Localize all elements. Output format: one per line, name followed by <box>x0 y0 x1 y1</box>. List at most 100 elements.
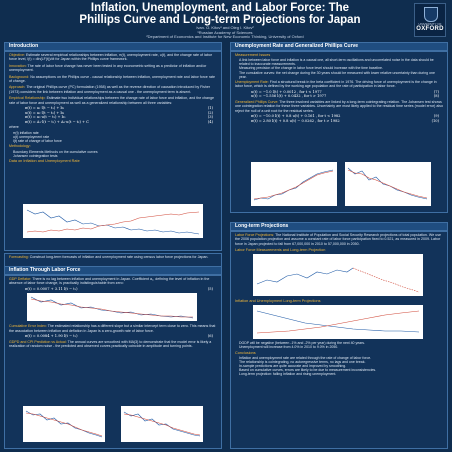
background-label: Background: <box>9 74 30 79</box>
projection-chart <box>253 305 423 340</box>
title-line-2: Phillips Curve and Long-term Projections… <box>79 14 361 26</box>
unemployment-heading: Unemployment Rate and Generalized Philli… <box>230 42 448 51</box>
equation-3: π(t) = a₃·u(t − t₃) + b₃ (3) <box>5 115 221 120</box>
gdp-deflator-predicted <box>30 299 193 318</box>
gdp-deflator-paragraph: GDP Deflator: There is no lag between in… <box>5 276 221 287</box>
innovation-text: The rate of labor force change has never… <box>9 63 207 73</box>
equation-8: u(t) = −1.556 l(t) + 0.0432 , for t > 19… <box>231 94 447 99</box>
equation-6-number: (6) <box>207 334 213 339</box>
cpi-prediction-chart <box>121 406 203 442</box>
equation-9-body: π(t) = −10.0 l(t) + 0.8 u(t) + 0.161 , f… <box>251 114 341 119</box>
unemployment-projection <box>256 310 420 334</box>
approach-paragraph: Approach: The original Phillips curve (P… <box>5 84 221 95</box>
introduction-panel: Objective: Estimate several empirical re… <box>4 51 222 251</box>
approach-label: Approach: <box>9 85 26 90</box>
equation-2-number: (2) <box>207 110 213 115</box>
empirical-text: Estimate two individual relationships be… <box>9 96 214 105</box>
methodology-item-2: Johansen cointegration tests <box>13 154 58 159</box>
gdpd-predicted <box>25 412 103 437</box>
generalized-pc-svg <box>347 167 428 200</box>
poster-header: Inflation, Unemployment, and Labor Force… <box>0 0 452 39</box>
equation-7-number: (7) <box>433 89 439 94</box>
prediction-text: The annual curves are smoothed with MA(3… <box>9 339 212 349</box>
conclusions-heading: Conclusions <box>235 350 256 355</box>
projection-bullet-2: Unemployment will increase from 4.0% in … <box>239 345 339 350</box>
projections-section: Long-term Projections Labor Force Projec… <box>230 222 448 449</box>
conclusion-5: Long-term projection: falling inflation … <box>239 372 337 377</box>
conclusion-2: The relationship is cointegrating, no au… <box>239 359 366 364</box>
authors-block: Ivan. O. Kitov¹ and Oleg I. Kitov² ¹Russ… <box>60 25 390 40</box>
unemployment-observed <box>253 169 334 201</box>
equation-2-body: u(t) = a₂·l(t − t₂) + b₂ <box>25 110 65 115</box>
projections-panel: Labor Force Projections: The National In… <box>230 231 448 449</box>
equation-1-body: π(t) = a₁·l(t − t₁) + b₁ <box>25 106 65 111</box>
forecasting-text: Construct long-term forecasts of inflati… <box>29 255 209 259</box>
conclusion-3: In-sample predictions are quite accurate… <box>239 364 347 369</box>
oxford-logo: UNIVERSITY OF OXFORD <box>414 3 446 37</box>
forecasting-label: Forecasting: <box>9 255 29 259</box>
equation-8-body: u(t) = −1.556 l(t) + 0.0432 , for t > 19… <box>251 94 327 99</box>
gdpd-prediction-chart <box>23 406 105 442</box>
gdp-deflator-observed <box>30 297 194 319</box>
labor-force-projection-label: Labor Force Projections: <box>235 233 275 237</box>
equation-8-number: (8) <box>433 94 439 99</box>
projections-heading: Long-term Projections <box>230 222 448 231</box>
measurement-bullet-2: Measuring precision of the change in lab… <box>239 66 383 71</box>
cumulative-error-text: The estimated relationship has a differe… <box>9 324 216 333</box>
conclusion-1: Inflation and unemployment rate are rela… <box>239 355 372 360</box>
equation-6-body: π(t) = 0.0084 + 1.90 l(t − t₁) <box>25 334 78 339</box>
unemployment-rate-text: Find a structural break in the beta coef… <box>235 80 437 89</box>
prediction-paragraph: GDPD and CPI Prediction vs Actual: The a… <box>5 339 221 350</box>
equation-7-body: u(t) = −1.0 l(t) + 0.0012 , for t < 1977 <box>251 89 322 94</box>
where-item-labor-force: l(t) rate of change of labor force <box>13 139 62 144</box>
gdp-deflator-chart <box>27 293 197 322</box>
equation-10: π(t) = 2.80 l(t) + 0.8 u(t) − 0.0262 , f… <box>231 119 447 124</box>
equation-10-number: (10) <box>431 118 439 123</box>
unemployment-rate-paragraph: Unemployment Rate: Find a structural bre… <box>231 79 447 90</box>
methodology-label: Methodology: <box>9 144 31 149</box>
inflation-labor-force-panel: GDP Deflator: There is no lag between in… <box>4 275 222 449</box>
generalized-pc-chart <box>345 162 431 206</box>
cpi-observed <box>123 411 201 437</box>
equation-4: π(t) = A₁·l(t − t₁) + A₂·u(t − t₂) + C (4… <box>5 120 221 125</box>
equation-9-number: (9) <box>433 114 439 119</box>
labor-force-measured <box>256 267 354 285</box>
gdp-deflator-label: GDP Deflator: <box>9 277 32 281</box>
empirical-paragraph: Empirical Relationship: Estimate two ind… <box>5 95 221 106</box>
generalized-pc-predicted <box>347 169 428 199</box>
introduction-section: Introduction Objective: Estimate several… <box>4 42 222 275</box>
equation-7: u(t) = −1.0 l(t) + 0.0012 , for t < 1977… <box>231 90 447 95</box>
cpi-predicted <box>123 413 201 436</box>
methodology-item-1: Boundary Elements Methods on the cumulat… <box>13 149 98 154</box>
where-item-inflation: π(t) inflation rate <box>13 130 39 135</box>
equation-5-body: π(t) = 0.0007 + 3.11 l(t − t₁) <box>25 286 78 291</box>
inflation-unemployment-svg <box>26 209 200 235</box>
unemployment-chart <box>251 162 337 206</box>
innovation-label: Innovation: <box>9 63 27 68</box>
gdpd-prediction-svg <box>25 410 103 438</box>
affiliation-2: ²Department of Economics and Institute f… <box>146 34 304 39</box>
objective-label: Objective: <box>9 53 25 57</box>
unemployment-section: Unemployment Rate and Generalized Philli… <box>230 42 448 213</box>
labor-force-projection-text: The National Institute of Population and… <box>235 233 442 246</box>
objective-text: Estimate several empirical relationships… <box>9 53 213 62</box>
cumulative-error-paragraph: Cumulative Error Index: The estimated re… <box>5 323 221 334</box>
gdp-deflator-text: There is no lag between inflation and un… <box>9 277 210 286</box>
empirical-label: Empirical Relationship: <box>9 96 46 101</box>
equation-1-number: (1) <box>207 106 213 111</box>
inflation-unemployment-projection-label: Inflation and Unemployment Long-term Pro… <box>235 299 321 304</box>
unemployment-panel: Measurement Issues A link between labor … <box>230 51 448 213</box>
projection-svg <box>256 310 420 334</box>
equation-2: u(t) = a₂·l(t − t₂) + b₂ (2) <box>5 111 221 116</box>
gdp-deflator-svg <box>30 297 194 319</box>
inflation-labor-force-heading: Inflation Through Labor Force <box>4 266 222 275</box>
unemployment-series <box>26 211 200 233</box>
labor-force-chart <box>253 254 423 297</box>
equation-3-body: π(t) = a₃·u(t − t₃) + b₃ <box>25 115 66 120</box>
generalized-pc-observed <box>347 167 428 200</box>
cpi-prediction-svg <box>123 411 201 437</box>
data-chart-label: Data on Inflation and Unemployment Rate <box>9 159 80 164</box>
equation-6: π(t) = 0.0084 + 1.90 l(t − t₁) (6) <box>5 334 221 339</box>
objective-paragraph: Objective: Estimate several empirical re… <box>5 52 221 63</box>
labor-force-projection <box>352 267 420 293</box>
